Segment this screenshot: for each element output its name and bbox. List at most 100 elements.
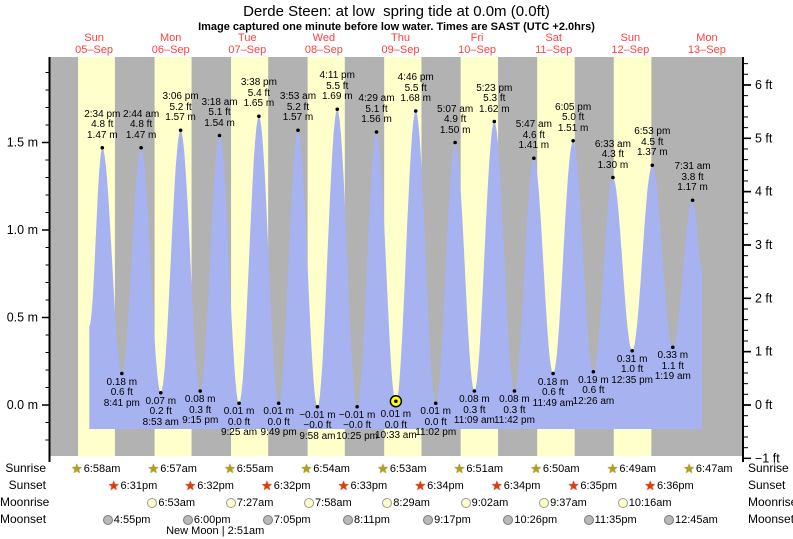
tide-annotation-line: 0.31 m — [616, 353, 648, 365]
sunset-entry: ★ 6:31pm — [108, 478, 157, 493]
sunrise-star-icon: ★ — [530, 461, 542, 476]
moonset-icon — [102, 514, 113, 525]
tide-curve-area — [89, 109, 703, 430]
day-date: 06–Sep — [151, 43, 190, 56]
sunset-star-icon: ★ — [567, 478, 580, 493]
sunset-entry: ★ 6:35pm — [568, 478, 617, 493]
moonset-entry: 8:11pm — [343, 512, 390, 527]
tide-annotation-low: 0.01 m 0.0 ft 9:25 am — [197, 407, 281, 439]
right-axis-line — [742, 57, 744, 462]
day-label: Thu 09–Sep — [366, 32, 436, 56]
page-title: Derde Steen: at low spring tide at 0.0m … — [243, 3, 550, 20]
tide-annotation-high: 4:46 pm 5.5 ft 1.68 m — [374, 72, 458, 105]
right-axis-tick-label: 4 ft — [755, 185, 773, 199]
tide-annotation-line: 1.47 m — [86, 129, 118, 141]
tide-annotation-line: 1.51 m — [557, 122, 589, 134]
tide-annotation-line: 0.08 m — [184, 394, 216, 405]
tide-annotation-line: 4.3 ft — [601, 149, 625, 160]
moonrise-entry: 8:29am — [382, 495, 430, 510]
sunrise-entry: ★ 6:53am — [377, 461, 426, 476]
sunset-time: 6:34pm — [427, 479, 464, 492]
sunset-entry: ★ 6:33pm — [338, 478, 387, 493]
tide-annotation-line: 0.3 ft — [189, 404, 212, 416]
tide-annotation-high: 3:06 pm 5.2 ft 1.57 m — [139, 92, 223, 124]
row-label-sunrise-right: Sunrise — [748, 461, 789, 475]
tide-annotation-high: 6:05 pm 5.0 ft 1.51 m — [531, 101, 615, 135]
tide-annotation-low: 0.18 m 0.6 ft 11:49 am — [511, 376, 595, 410]
tide-annotation-high: 2:44 am 4.8 ft 1.47 m — [99, 109, 183, 142]
tide-annotation-low: 0.01 m 0.0 ft 9:49 pm — [237, 407, 321, 439]
sunset-time: 6:36pm — [657, 479, 694, 492]
row-label-moonrise-left: Moonrise — [0, 495, 50, 509]
sunset-time: 6:31pm — [120, 479, 158, 492]
moonset-time: 10:26pm — [514, 513, 558, 526]
tide-annotation-line: 0.01 m — [223, 406, 255, 418]
tide-extreme-dot — [217, 133, 222, 138]
tide-annotation-line: 2:34 pm — [84, 108, 121, 120]
tide-annotation-line: 1.68 m — [400, 93, 431, 104]
tide-annotation-line: 5.1 ft — [208, 107, 231, 118]
sunrise-star-icon: ★ — [683, 461, 695, 476]
tide-annotation-low: −0.01 m −0.0 ft 9:58 am — [275, 410, 359, 443]
sunrise-time: 6:55am — [236, 462, 274, 475]
tide-extreme-dot — [472, 389, 477, 393]
right-axis-tick-label: 6 ft — [755, 78, 773, 92]
tide-extreme-dot — [100, 145, 105, 150]
right-axis-tick-label: 1 ft — [755, 345, 773, 359]
tide-annotation-line: 5.5 ft — [326, 80, 349, 92]
tide-extreme-dot — [374, 130, 379, 134]
sunset-star-icon: ★ — [644, 478, 657, 493]
tide-annotation-line: 4.6 ft — [522, 129, 545, 141]
new-moon-label: New Moon | 2:51am — [166, 525, 265, 537]
day-label: Wed 08–Sep — [289, 32, 359, 56]
moonset-icon — [503, 514, 514, 525]
moonrise-time: 6:53am — [158, 496, 196, 509]
tide-extreme-dot — [120, 371, 124, 376]
sunset-time: 6:32pm — [273, 479, 311, 492]
tide-annotation-line: 0.0 ft — [267, 416, 290, 428]
tide-annotation-line: 0.18 m — [106, 376, 138, 388]
day-date: 11–Sep — [535, 43, 573, 56]
moonrise-time: 10:16am — [628, 496, 672, 509]
tide-annotation-low: 0.08 m 0.3 ft 11:09 am — [432, 394, 516, 427]
tide-extreme-dot — [512, 389, 517, 393]
tide-annotation-line: 1.0 ft — [621, 364, 644, 376]
tide-extreme-dot — [630, 348, 634, 353]
tide-extreme-dot — [571, 138, 575, 143]
moonset-entry: 10:26pm — [503, 512, 557, 527]
moonset-entry: 7:05pm — [262, 512, 311, 527]
day-of-week: Mon — [696, 32, 718, 44]
moonrise-entry: 10:16am — [617, 495, 672, 510]
tide-extreme-dot — [178, 128, 183, 133]
sunset-time: 6:33pm — [350, 479, 388, 492]
tide-annotation-line: 6:53 pm — [634, 126, 671, 138]
tide-annotation-high: 4:11 pm 5.5 ft 1.69 m — [295, 71, 379, 103]
tide-annotation-low: 0.18 m 0.6 ft 8:41 pm — [80, 376, 164, 410]
moonset-icon — [663, 514, 674, 525]
moonset-entry: 6:00pm — [182, 512, 231, 527]
moonrise-icon — [617, 497, 628, 508]
tide-extreme-dot — [158, 390, 163, 395]
tide-annotation-line: 6:05 pm — [555, 101, 592, 113]
sunrise-entry: ★ 6:55am — [224, 461, 273, 476]
tide-annotation-low: 0.31 m 1.0 ft 12:35 pm — [590, 353, 674, 387]
tide-annotation-line: 9:25 am — [220, 427, 258, 439]
tide-annotation-line: 0.18 m — [537, 376, 569, 388]
tide-extreme-dot — [591, 369, 596, 374]
left-axis-line — [48, 57, 51, 462]
tide-annotation-line: −0.01 m — [338, 409, 376, 421]
tide-annotation-line: 1.69 m — [321, 91, 353, 103]
tide-annotation-line: 5.2 ft — [169, 101, 192, 113]
tide-annotation-line: 0.19 m — [578, 374, 609, 386]
tide-annotation-low: −0.01 m −0.0 ft 10:25 pm — [315, 409, 399, 443]
day-label: Mon 06–Sep — [136, 32, 206, 56]
right-axis-tick-label: 2 ft — [755, 291, 773, 305]
day-date: 09–Sep — [381, 43, 420, 56]
tide-extreme-dot — [671, 345, 675, 350]
sunrise-entry: ★ 6:51am — [454, 461, 503, 476]
right-axis-tick-label: 0 ft — [755, 398, 773, 412]
tide-extreme-dot — [690, 198, 695, 203]
moonset-time: 6:00pm — [193, 513, 231, 526]
tide-annotation-line: 4:29 am — [358, 93, 395, 104]
